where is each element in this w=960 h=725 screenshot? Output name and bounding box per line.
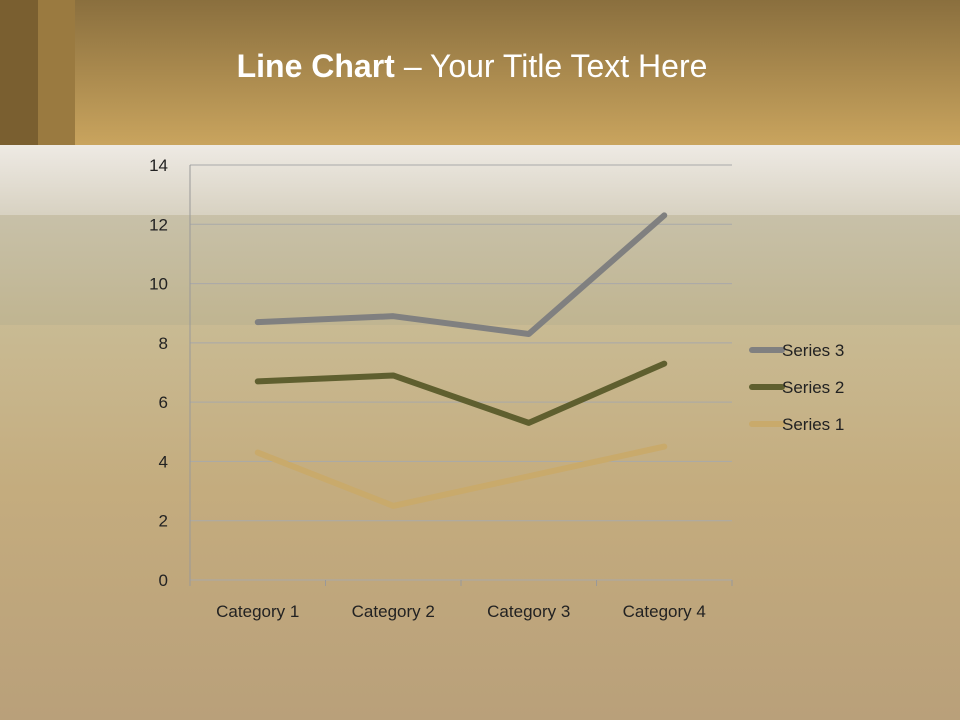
y-tick-label: 8 (159, 334, 168, 353)
x-tick-label: Category 3 (487, 602, 570, 621)
y-tick-label: 4 (159, 452, 168, 471)
plot: 0 2 4 6 8 10 12 14 Category 1 Category 2 Category … (149, 156, 844, 621)
legend-label: Series 2 (782, 378, 844, 397)
x-tick-label: Category 1 (216, 602, 299, 621)
x-tick-label: Category 4 (623, 602, 706, 621)
x-tick-label: Category 2 (352, 602, 435, 621)
series-line (254, 443, 668, 509)
legend-label: Series 1 (782, 415, 844, 434)
slide-title: Line Chart – Your Title Text Here (237, 48, 708, 84)
header-stripe (0, 0, 38, 145)
hills (0, 215, 960, 325)
y-tick-label: 14 (149, 156, 168, 175)
header-stripe (38, 0, 75, 145)
series-line (254, 212, 668, 337)
y-tick-label: 6 (159, 393, 168, 412)
y-tick-label: 2 (159, 512, 168, 531)
y-tick-label: 12 (149, 215, 168, 234)
y-tick-label: 10 (149, 275, 168, 294)
y-tick-label: 0 (159, 571, 168, 590)
title-rest: – Your Title Text Here (404, 48, 708, 84)
title-bold: Line Chart (237, 48, 396, 84)
header (0, 0, 960, 145)
series-line (254, 360, 668, 426)
legend-label: Series 3 (782, 341, 844, 360)
